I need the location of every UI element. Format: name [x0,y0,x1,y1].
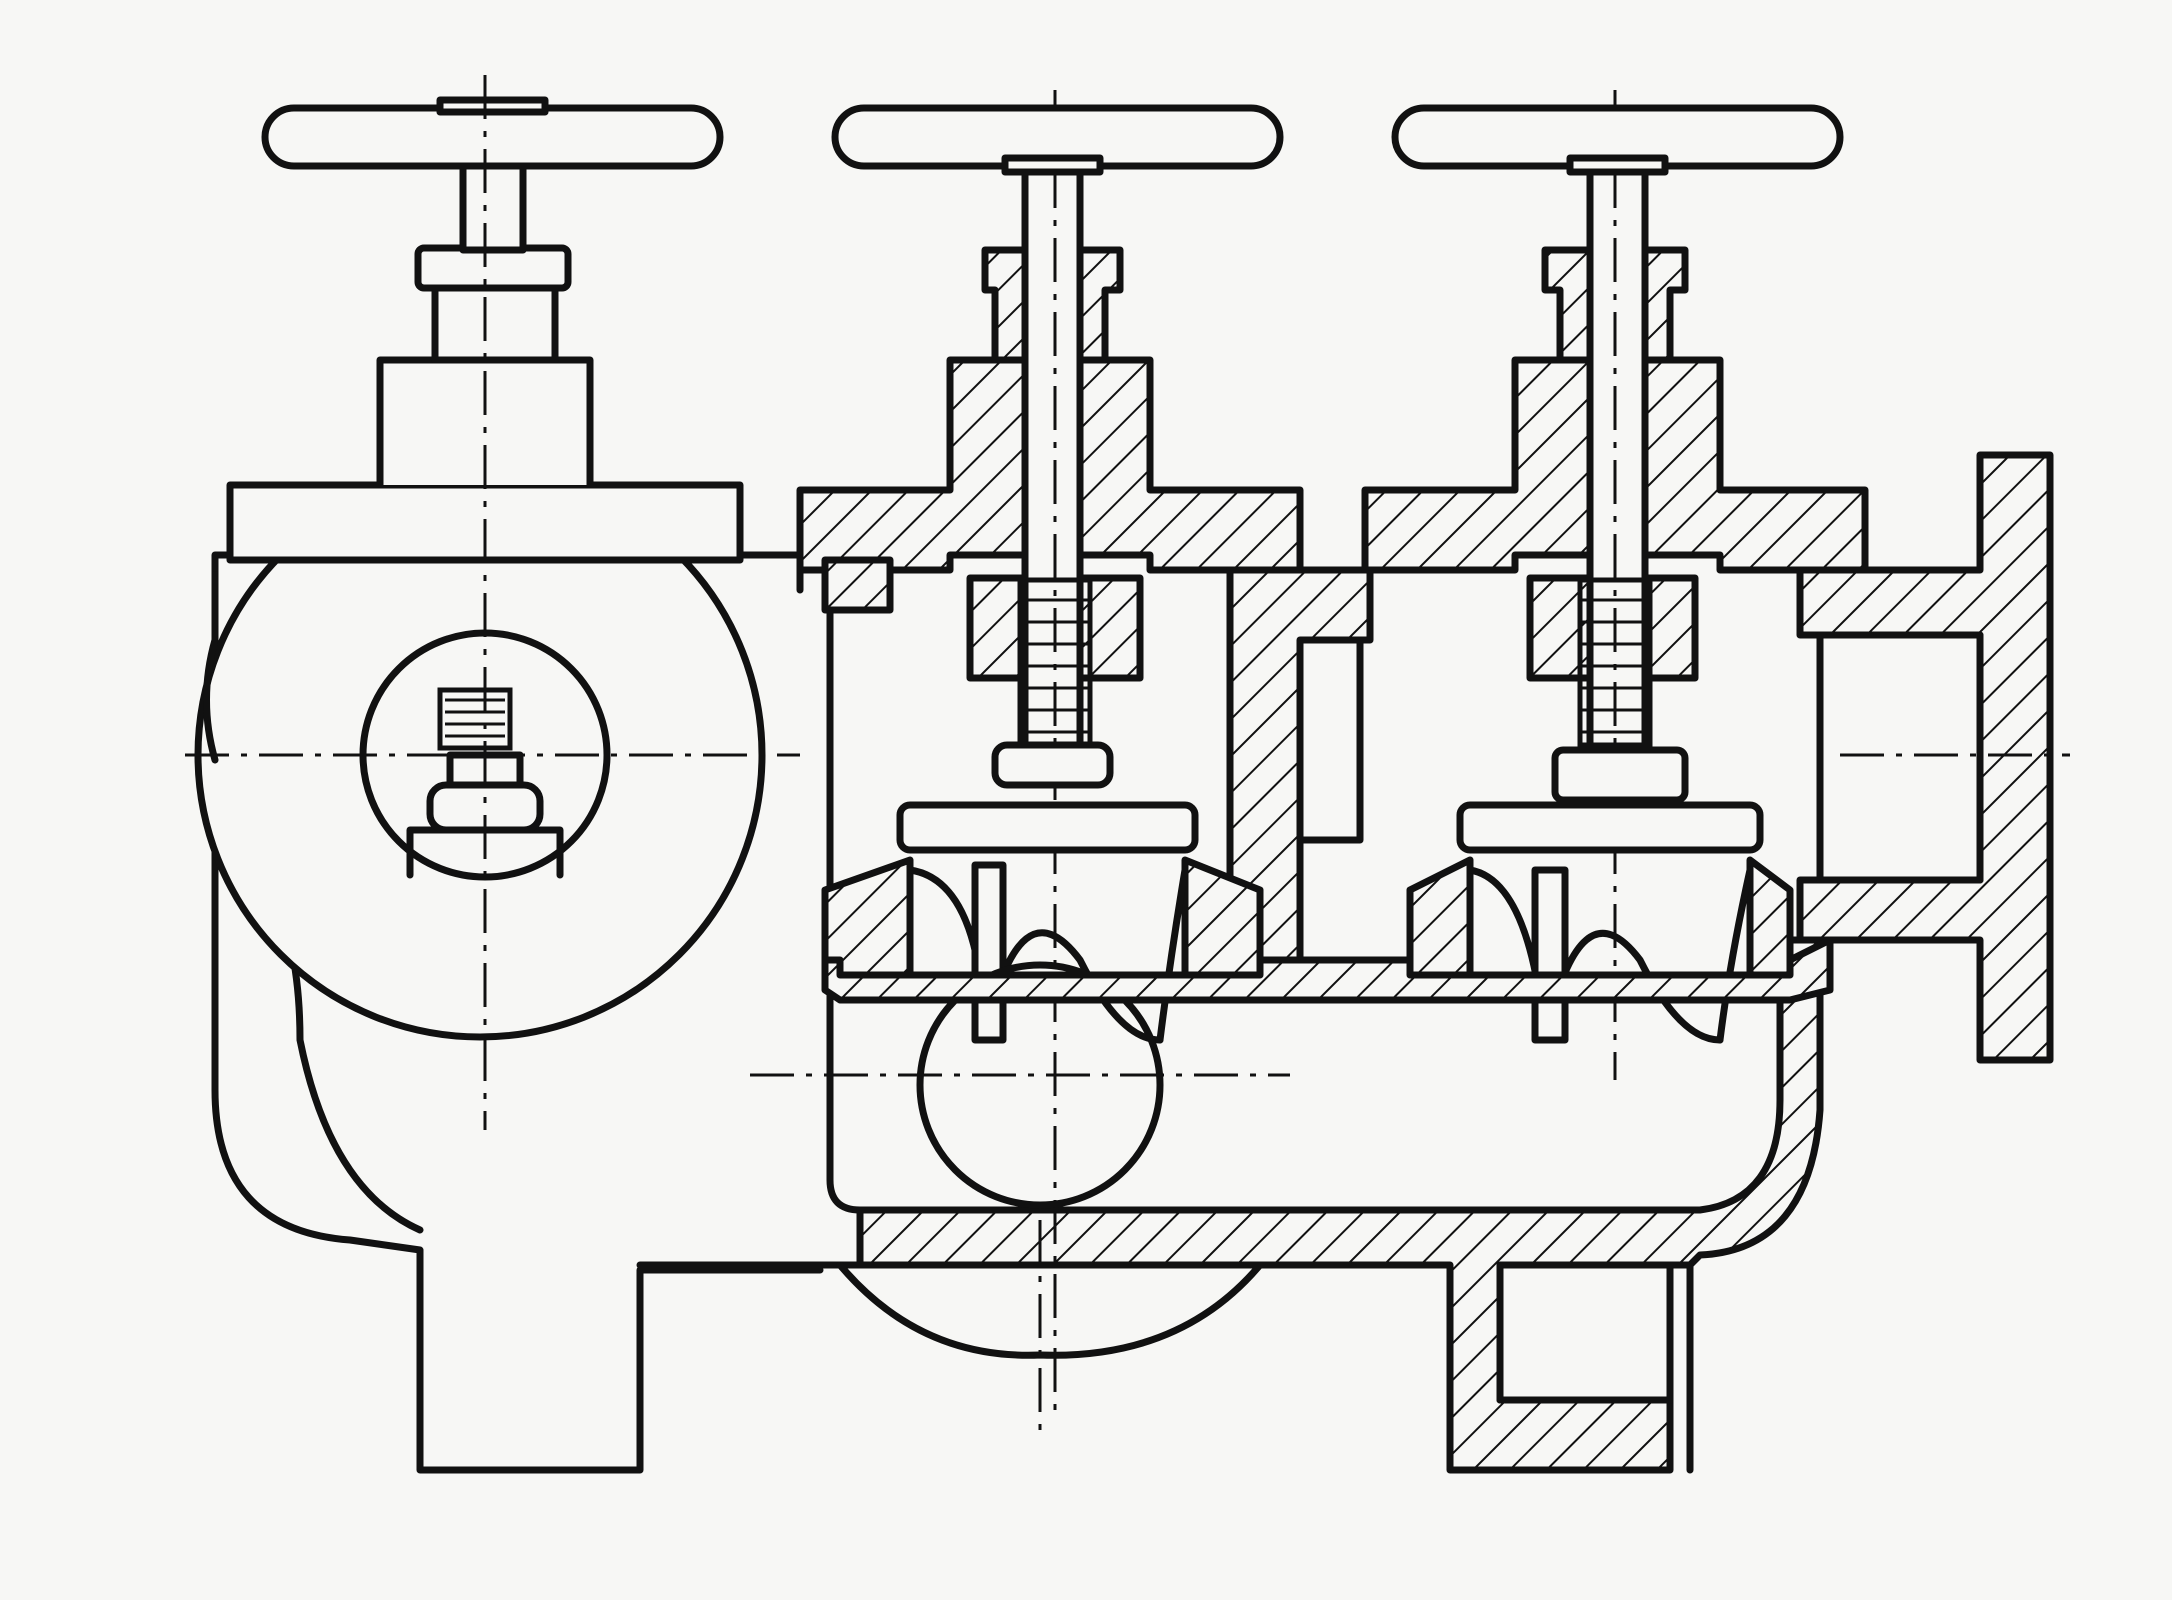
valve-stem [1586,156,1649,764]
valve-seat [1406,856,1474,994]
drain-branch [1496,1261,1694,1474]
valve-left [194,96,766,1041]
valve-right [1296,90,1869,1080]
compression-spring [1577,577,1653,748]
valve-stem [1021,156,1084,764]
valve-disc [896,801,1199,854]
valve-disc [1456,801,1764,854]
compression-spring [437,687,513,751]
passage-wall [821,936,1834,1004]
valve-handwheel-left [261,104,724,170]
outlet-flange [1796,451,2070,1064]
